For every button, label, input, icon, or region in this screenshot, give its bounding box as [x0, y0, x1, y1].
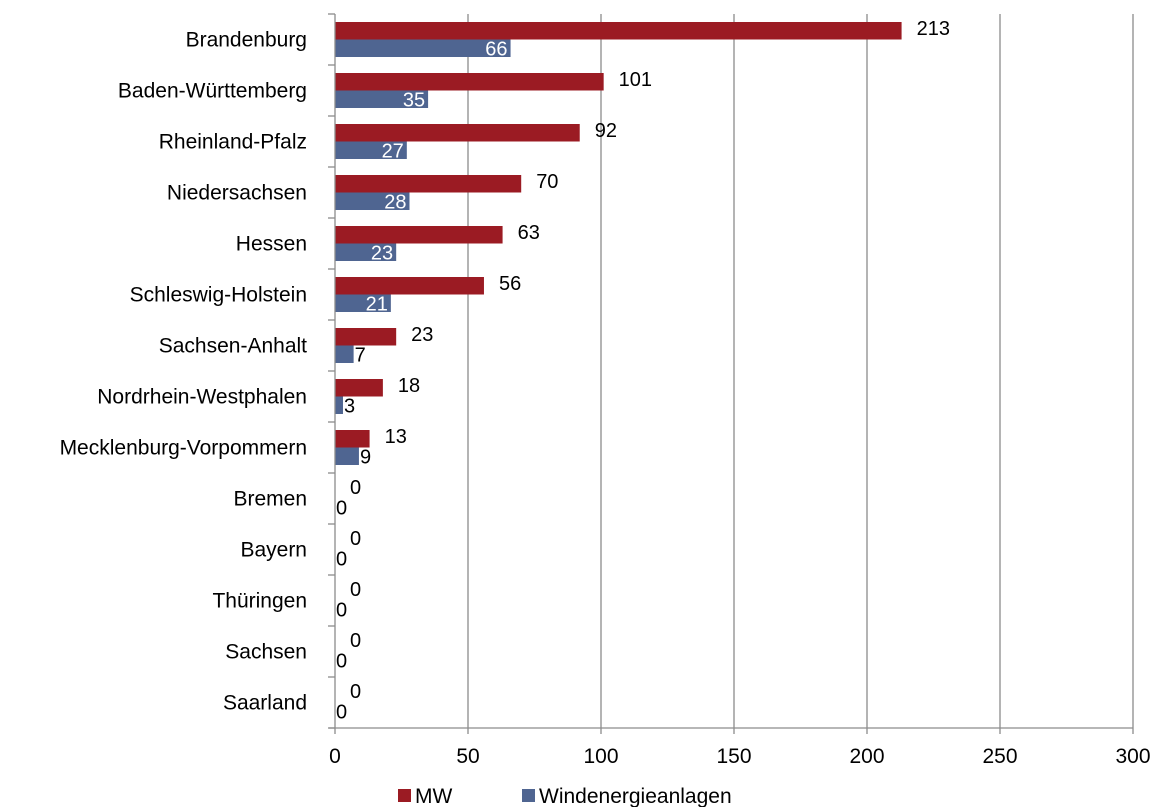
- legend-label: MW: [415, 785, 452, 807]
- data-label-windenergieanlagen: 9: [360, 447, 371, 469]
- category-label: Bremen: [233, 488, 307, 511]
- data-label-mw: 18: [398, 375, 420, 397]
- bar-windenergieanlagen: [335, 396, 343, 414]
- data-label-mw: 56: [499, 273, 521, 295]
- bar-windenergieanlagen: [335, 447, 359, 465]
- category-label: Schleswig-Holstein: [130, 284, 307, 307]
- data-label-mw: 0: [350, 528, 361, 550]
- x-tick-label: 100: [583, 745, 618, 768]
- data-label-mw: 70: [536, 171, 558, 193]
- data-label-windenergieanlagen: 27: [382, 141, 404, 163]
- bar-windenergieanlagen: [335, 90, 429, 108]
- data-label-mw: 92: [595, 120, 617, 142]
- bar-mw: [335, 175, 522, 193]
- bars: [335, 22, 902, 465]
- axes: [328, 13, 1134, 734]
- category-label: Rheinland-Pfalz: [159, 131, 307, 154]
- data-label-mw: 0: [350, 630, 361, 652]
- x-tick-label: 250: [982, 745, 1017, 768]
- legend-item-mw: MW: [398, 785, 452, 807]
- legend-swatch: [522, 789, 535, 802]
- x-tick-label: 0: [329, 745, 341, 768]
- data-label-mw: 0: [350, 477, 361, 499]
- category-label: Sachsen-Anhalt: [159, 335, 307, 358]
- data-label-windenergieanlagen: 0: [336, 549, 347, 571]
- bar-mw: [335, 22, 902, 40]
- data-label-windenergieanlagen: 35: [403, 90, 425, 112]
- data-label-windenergieanlagen: 0: [336, 600, 347, 622]
- x-tick-label: 200: [849, 745, 884, 768]
- legend-label: Windenergieanlagen: [539, 785, 732, 807]
- legend-swatch: [398, 789, 411, 802]
- legend: MW Windenergieanlagen: [398, 785, 732, 807]
- category-label: Nordrhein-Westphalen: [97, 386, 307, 409]
- data-label-windenergieanlagen: 28: [384, 192, 406, 214]
- bar-mw: [335, 73, 604, 91]
- data-label-mw: 0: [350, 579, 361, 601]
- category-label: Saarland: [223, 692, 307, 715]
- bar-mw: [335, 124, 580, 142]
- bar-windenergieanlagen: [335, 192, 410, 210]
- category-label: Brandenburg: [186, 29, 307, 52]
- x-tick-label: 50: [456, 745, 479, 768]
- data-label-windenergieanlagen: 0: [336, 702, 347, 724]
- bar-windenergieanlagen: [335, 243, 397, 261]
- x-tick-label: 300: [1115, 745, 1150, 768]
- data-label-mw: 0: [350, 681, 361, 703]
- category-label: Hessen: [236, 233, 307, 256]
- bar-mw: [335, 430, 370, 448]
- data-label-windenergieanlagen: 66: [485, 39, 507, 61]
- category-label: Mecklenburg-Vorpommern: [60, 437, 307, 460]
- data-label-mw: 23: [411, 324, 433, 346]
- data-label-windenergieanlagen: 21: [366, 294, 388, 316]
- bar-mw: [335, 226, 503, 244]
- category-label: Niedersachsen: [167, 182, 307, 205]
- data-label-mw: 63: [518, 222, 540, 244]
- data-label-mw: 13: [385, 426, 407, 448]
- category-label: Baden-Württemberg: [118, 80, 307, 103]
- bar-mw: [335, 328, 397, 346]
- data-label-windenergieanlagen: 0: [336, 651, 347, 673]
- bar-windenergieanlagen: [335, 345, 354, 363]
- data-label-windenergieanlagen: 7: [355, 345, 366, 367]
- data-label-windenergieanlagen: 0: [336, 498, 347, 520]
- legend-item-windenergieanlagen: Windenergieanlagen: [522, 785, 732, 807]
- bar-mw: [335, 379, 383, 397]
- bar-windenergieanlagen: [335, 39, 511, 57]
- category-label: Thüringen: [212, 590, 307, 613]
- data-label-windenergieanlagen: 3: [344, 396, 355, 418]
- bar-mw: [335, 277, 484, 295]
- x-tick-label: 150: [716, 745, 751, 768]
- data-label-mw: 101: [619, 69, 652, 91]
- data-label-mw: 213: [917, 18, 950, 40]
- data-label-windenergieanlagen: 23: [371, 243, 393, 265]
- category-label: Sachsen: [225, 641, 307, 664]
- bar-windenergieanlagen: [335, 294, 391, 312]
- bar-windenergieanlagen: [335, 141, 407, 159]
- gridlines: [467, 14, 1134, 728]
- category-label: Bayern: [240, 539, 307, 562]
